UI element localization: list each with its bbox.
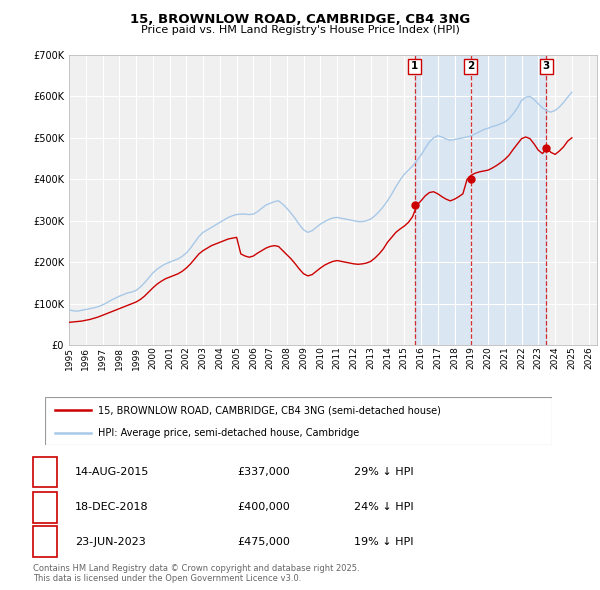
Text: 3: 3: [41, 537, 49, 546]
Text: HPI: Average price, semi-detached house, Cambridge: HPI: Average price, semi-detached house,…: [98, 428, 359, 438]
Text: £400,000: £400,000: [237, 503, 290, 512]
Text: £475,000: £475,000: [237, 537, 290, 546]
Text: 23-JUN-2023: 23-JUN-2023: [75, 537, 146, 546]
Text: 2: 2: [41, 503, 49, 512]
Text: 1: 1: [41, 467, 49, 477]
Text: Price paid vs. HM Land Registry's House Price Index (HPI): Price paid vs. HM Land Registry's House …: [140, 25, 460, 35]
Text: 3: 3: [543, 61, 550, 71]
Text: 15, BROWNLOW ROAD, CAMBRIDGE, CB4 3NG: 15, BROWNLOW ROAD, CAMBRIDGE, CB4 3NG: [130, 13, 470, 26]
Text: Contains HM Land Registry data © Crown copyright and database right 2025.
This d: Contains HM Land Registry data © Crown c…: [33, 563, 359, 583]
Text: 2: 2: [467, 61, 474, 71]
Text: 14-AUG-2015: 14-AUG-2015: [75, 467, 149, 477]
Text: 1: 1: [411, 61, 418, 71]
Text: 29% ↓ HPI: 29% ↓ HPI: [354, 467, 413, 477]
Bar: [415, 55, 547, 345]
Text: £337,000: £337,000: [237, 467, 290, 477]
Text: 24% ↓ HPI: 24% ↓ HPI: [354, 503, 413, 512]
Text: 15, BROWNLOW ROAD, CAMBRIDGE, CB4 3NG (semi-detached house): 15, BROWNLOW ROAD, CAMBRIDGE, CB4 3NG (s…: [98, 405, 441, 415]
Text: 18-DEC-2018: 18-DEC-2018: [75, 503, 149, 512]
Text: 19% ↓ HPI: 19% ↓ HPI: [354, 537, 413, 546]
